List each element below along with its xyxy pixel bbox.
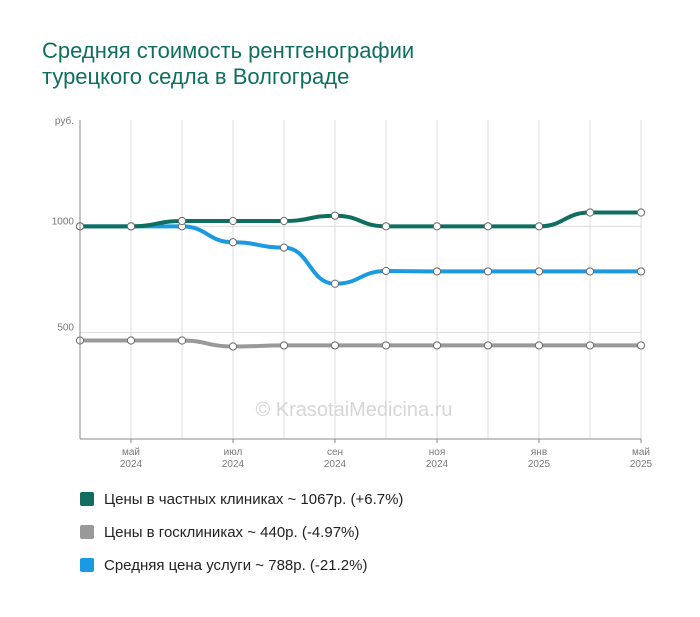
data-point	[636, 208, 646, 217]
data-point	[534, 222, 544, 231]
data-point	[177, 336, 187, 345]
data-point	[228, 216, 238, 226]
x-tick-label-month: сен	[327, 447, 343, 458]
data-point	[585, 341, 595, 350]
legend-item-private[interactable]: Цены в частных клиниках ~ 1067р. (+6.7%)	[80, 488, 403, 510]
x-tick-label-year: 2025	[630, 459, 653, 470]
data-point	[126, 336, 136, 345]
series-line	[78, 224, 643, 286]
line-chart: © KrasotaiMedicina.ru руб.1000500май2024…	[52, 115, 653, 470]
data-point	[279, 216, 289, 226]
x-tick-label-year: 2025	[528, 459, 551, 470]
x-tick-label-year: 2024	[222, 459, 245, 470]
x-tick-label-month: май	[122, 447, 140, 458]
series-line	[78, 210, 643, 229]
data-point	[330, 211, 340, 220]
data-point	[279, 341, 289, 350]
data-point	[381, 341, 391, 350]
data-point	[177, 216, 187, 226]
y-tick-label: 500	[57, 323, 74, 334]
chart-title: Средняя стоимость рентгенографии турецко…	[42, 38, 642, 90]
data-point	[279, 243, 289, 252]
data-point	[432, 267, 442, 276]
data-point	[585, 267, 595, 276]
chart-title-line-1: Средняя стоимость рентгенографии	[42, 38, 415, 63]
x-tick-label-year: 2024	[120, 459, 143, 470]
legend-label: Цены в частных клиниках ~ 1067р. (+6.7%)	[104, 490, 404, 508]
data-point	[483, 267, 493, 276]
data-point	[432, 341, 442, 350]
legend-item-public[interactable]: Цены в госклиниках ~ 440р. (-4.97%)	[80, 521, 403, 543]
data-point	[126, 222, 136, 231]
data-point	[330, 279, 340, 288]
axes: руб.1000500май2024июл2024сен2024ноя2024я…	[52, 115, 653, 470]
data-point	[228, 342, 238, 351]
legend-swatch	[80, 558, 94, 572]
data-point	[534, 267, 544, 276]
legend-item-average[interactable]: Средняя цена услуги ~ 788р. (-21.2%)	[80, 554, 403, 576]
x-tick-label-month: июл	[224, 447, 243, 458]
x-tick-label-month: янв	[531, 447, 547, 458]
data-point	[483, 341, 493, 350]
legend-label: Средняя цена услуги ~ 788р. (-21.2%)	[104, 556, 368, 574]
data-point	[432, 222, 442, 231]
legend-label: Цены в госклиниках ~ 440р. (-4.97%)	[104, 523, 360, 541]
data-point	[483, 222, 493, 231]
legend-swatch	[80, 525, 94, 539]
series	[78, 210, 643, 349]
chart-title-line-2: турецкого седла в Волгограде	[42, 64, 350, 89]
y-axis-unit-label: руб.	[55, 115, 74, 127]
data-point	[228, 238, 238, 247]
data-point	[534, 341, 544, 350]
data-point	[585, 208, 595, 217]
data-point	[381, 266, 391, 276]
legend-swatch	[80, 492, 94, 506]
x-tick-label-month: ноя	[429, 447, 446, 458]
data-point	[636, 341, 646, 350]
y-tick-label: 1000	[52, 216, 75, 227]
data-point	[330, 341, 340, 350]
x-tick-label-year: 2024	[426, 459, 449, 470]
series-line	[78, 338, 643, 349]
legend: Цены в частных клиниках ~ 1067р. (+6.7%)…	[80, 488, 403, 587]
x-tick-label-month: май	[632, 447, 650, 458]
data-point	[636, 267, 646, 276]
data-point	[381, 222, 391, 231]
x-tick-label-year: 2024	[324, 459, 347, 470]
watermark: © KrasotaiMedicina.ru	[255, 399, 452, 421]
